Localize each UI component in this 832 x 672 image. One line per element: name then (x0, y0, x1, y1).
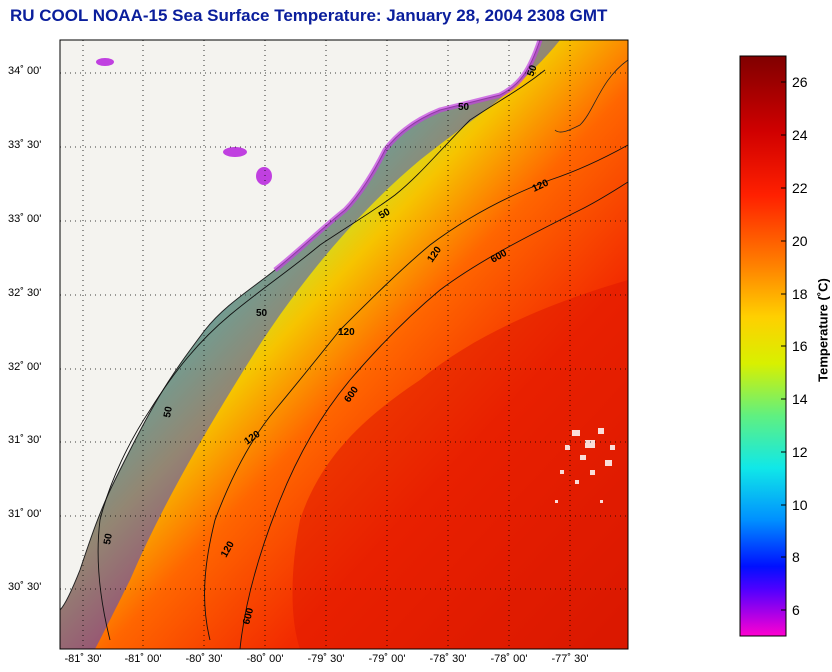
cape-coast (554, 59, 628, 133)
lon-tick-label: -78˚ 00' (490, 653, 528, 665)
lon-tick-label: -81˚ 30' (64, 653, 102, 665)
isobath-50 (97, 69, 546, 641)
nearshore-cold-fringe (273, 40, 543, 272)
lon-tick-label: -80˚ 30' (185, 653, 223, 665)
isobath-label: 50 (525, 63, 539, 78)
colorbar-tick-label: 18 (792, 286, 808, 302)
colorbar (739, 55, 787, 637)
inland-water (96, 58, 114, 66)
cloud-speckle (555, 428, 615, 503)
isobath-600 (239, 181, 628, 649)
shelf-cold-water (60, 40, 560, 649)
lat-tick-label: 31˚ 00' (8, 508, 42, 520)
lon-tick-label: -77˚ 30' (551, 653, 589, 665)
isobath-label: 50 (256, 308, 268, 319)
lon-tick-label: -81˚ 00' (124, 653, 162, 665)
lon-tick-label: -79˚ 30' (307, 653, 345, 665)
map-frame (59, 39, 629, 650)
land (60, 40, 540, 610)
lon-tick-label: -79˚ 00' (368, 653, 406, 665)
map-title: RU COOL NOAA-15 Sea Surface Temperature:… (10, 6, 608, 25)
colorbar-tick-label: 26 (792, 74, 808, 90)
isobath-label: 120 (338, 327, 355, 338)
lat-tick-label: 33˚ 30' (8, 139, 42, 151)
isobath-label: 50 (458, 102, 470, 113)
isobath-120 (204, 144, 628, 641)
lat-tick-label: 30˚ 30' (8, 581, 42, 593)
lat-tick-label: 33˚ 00' (8, 213, 42, 225)
colorbar-tick-label: 24 (792, 127, 808, 143)
lon-tick-label: -78˚ 30' (429, 653, 467, 665)
lat-tick-label: 32˚ 00' (8, 361, 42, 373)
colorbar-tick-label: 16 (792, 338, 808, 354)
colorbar-tick-label: 22 (792, 180, 808, 196)
colorbar-tick-label: 10 (792, 497, 808, 513)
colorbar-tick-label: 14 (792, 391, 808, 407)
colorbar-tick-label: 12 (792, 444, 808, 460)
isobath-label: 600 (241, 606, 256, 625)
lon-tick-label: -80˚ 00' (246, 653, 284, 665)
colorbar-tick-label: 6 (792, 602, 800, 618)
lat-tick-label: 34˚ 00' (8, 65, 42, 77)
colorbar-label: Temperature (˚C) (815, 278, 831, 382)
colorbar-ticks (781, 81, 786, 611)
inland-water (223, 147, 247, 157)
colorbar-tick-label: 8 (792, 549, 800, 565)
colorbar-tick-label: 20 (792, 233, 808, 249)
lat-tick-label: 32˚ 30' (8, 287, 42, 299)
isobath-label: 50 (377, 206, 393, 221)
gulf-stream-core (292, 280, 628, 649)
isobath-label: 50 (162, 405, 175, 418)
lat-tick-label: 31˚ 30' (8, 434, 42, 446)
isobath-label: 50 (102, 532, 115, 545)
inland-water (256, 167, 272, 185)
